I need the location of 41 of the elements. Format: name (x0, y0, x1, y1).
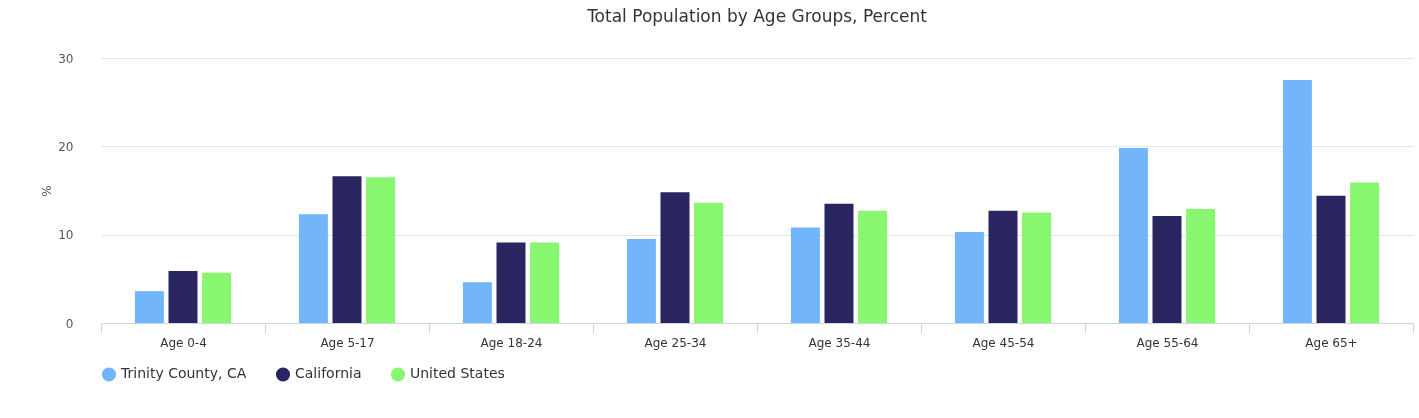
bar (988, 210, 1018, 323)
legend-label: Trinity County, CA (120, 365, 247, 382)
y-tick-label: 10 (58, 228, 74, 243)
bar (530, 242, 560, 323)
bar (858, 210, 888, 323)
legend-label: California (295, 365, 362, 382)
x-tick-label: Age 45-54 (972, 335, 1035, 350)
bar (1350, 182, 1380, 323)
bar (202, 272, 232, 323)
bar (462, 282, 492, 323)
bar (954, 232, 984, 323)
bar (626, 239, 656, 323)
bar (694, 202, 724, 323)
bar (168, 270, 198, 323)
bar (332, 176, 362, 323)
bar (1316, 195, 1346, 323)
y-axis-title: % (40, 185, 55, 197)
y-tick-label: 30 (58, 51, 74, 66)
bar (1152, 216, 1182, 323)
bar (496, 242, 526, 323)
bar (1186, 209, 1216, 323)
x-tick-label: Age 65+ (1305, 335, 1358, 350)
x-tick-label: Age 0-4 (160, 335, 207, 350)
y-tick-label: 0 (65, 316, 74, 331)
bar (134, 291, 164, 323)
y-tick-label: 20 (58, 139, 74, 154)
x-tick-label: Age 35-44 (808, 335, 871, 350)
bar (298, 214, 328, 323)
bar (1118, 148, 1148, 323)
bar (790, 227, 820, 323)
bar (366, 177, 396, 323)
bar (1282, 80, 1312, 323)
x-tick-label: Age 25-34 (644, 335, 707, 350)
x-tick-label: Age 5-17 (320, 335, 375, 350)
bar (660, 192, 690, 323)
x-tick-label: Age 55-64 (1136, 335, 1199, 350)
legend-label: United States (410, 365, 505, 382)
x-tick-label: Age 18-24 (480, 335, 543, 350)
bar (824, 203, 854, 323)
chart-title: Total Population by Age Groups, Percent (586, 6, 928, 26)
bar (1022, 212, 1052, 323)
